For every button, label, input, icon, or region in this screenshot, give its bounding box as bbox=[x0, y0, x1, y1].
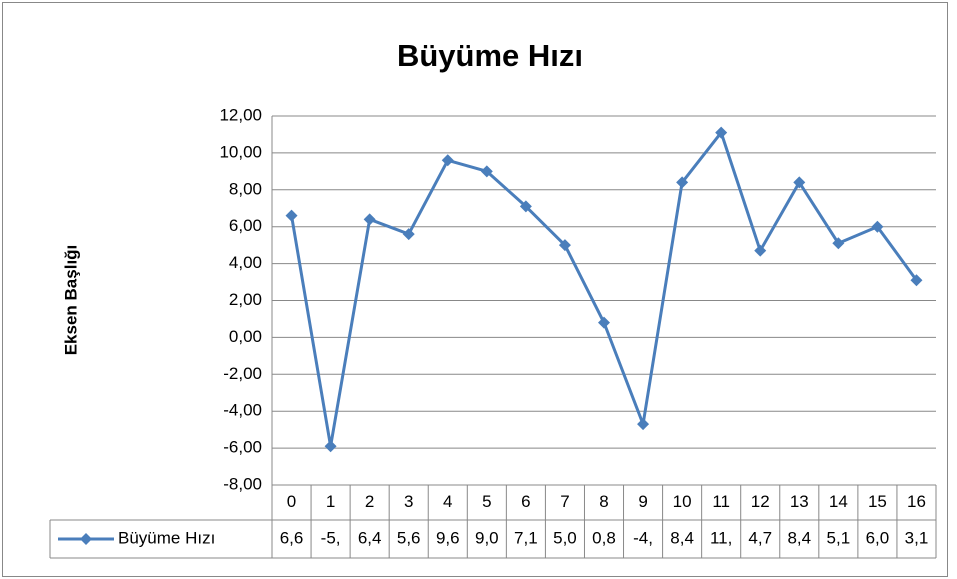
x-tick-label: 9 bbox=[638, 492, 647, 511]
data-point bbox=[285, 209, 298, 222]
data-point bbox=[676, 176, 689, 189]
data-point bbox=[480, 165, 493, 178]
y-tick-label: 4,00 bbox=[229, 253, 262, 272]
table-value: 5,1 bbox=[827, 528, 851, 547]
x-tick-label: 13 bbox=[790, 492, 809, 511]
table-value: 8,4 bbox=[670, 528, 694, 547]
y-tick-label: 6,00 bbox=[229, 216, 262, 235]
y-tick-label: -6,00 bbox=[223, 438, 262, 457]
table-value: -4, bbox=[633, 528, 653, 547]
data-point bbox=[754, 244, 767, 257]
y-tick-label: 0,00 bbox=[229, 327, 262, 346]
x-tick-label: 11 bbox=[712, 492, 730, 511]
table-value: 0,8 bbox=[592, 528, 616, 547]
table-value: -5, bbox=[321, 528, 341, 547]
x-tick-label: 16 bbox=[907, 492, 926, 511]
table-value: 5,6 bbox=[397, 528, 421, 547]
table-value: 5,0 bbox=[553, 528, 577, 547]
table-value: 6,6 bbox=[280, 528, 304, 547]
x-tick-label: 8 bbox=[599, 492, 608, 511]
x-tick-label: 5 bbox=[482, 492, 491, 511]
x-tick-label: 14 bbox=[829, 492, 848, 511]
legend-marker bbox=[80, 533, 92, 545]
table-value: 8,4 bbox=[787, 528, 811, 547]
table-value: 4,7 bbox=[748, 528, 772, 547]
y-tick-label: 12,00 bbox=[219, 105, 262, 124]
y-tick-label: 8,00 bbox=[229, 179, 262, 198]
data-point bbox=[598, 316, 610, 329]
x-tick-label: 1 bbox=[326, 492, 335, 511]
data-point bbox=[324, 440, 337, 453]
table-value: 6,4 bbox=[358, 528, 382, 547]
x-tick-label: 4 bbox=[443, 492, 452, 511]
x-tick-label: 6 bbox=[521, 492, 530, 511]
table-value: 9,0 bbox=[475, 528, 499, 547]
y-tick-label: 2,00 bbox=[229, 290, 262, 309]
legend-label: Büyüme Hızı bbox=[118, 528, 215, 547]
data-point bbox=[441, 154, 454, 167]
data-point bbox=[519, 200, 532, 213]
x-tick-label: 2 bbox=[365, 492, 374, 511]
data-point bbox=[363, 213, 376, 226]
data-point bbox=[558, 239, 571, 252]
table-value: 11, bbox=[710, 528, 732, 547]
data-point bbox=[402, 228, 415, 241]
data-point bbox=[910, 274, 923, 287]
x-tick-label: 0 bbox=[287, 492, 296, 511]
y-tick-label: 10,00 bbox=[219, 142, 262, 161]
data-point bbox=[871, 220, 884, 233]
x-tick-label: 3 bbox=[404, 492, 413, 511]
y-tick-label: -2,00 bbox=[223, 364, 262, 383]
y-tick-label: -8,00 bbox=[223, 474, 262, 493]
data-point bbox=[637, 418, 650, 431]
data-point bbox=[715, 126, 728, 139]
x-tick-label: 15 bbox=[868, 492, 887, 511]
x-tick-label: 12 bbox=[751, 492, 770, 511]
y-tick-label: -4,00 bbox=[223, 401, 262, 420]
y-axis-title: Eksen Başlığı bbox=[61, 245, 80, 356]
x-tick-label: 10 bbox=[673, 492, 692, 511]
table-value: 7,1 bbox=[514, 528, 538, 547]
chart-title: Büyüme Hızı bbox=[397, 38, 583, 73]
table-value: 3,1 bbox=[905, 528, 929, 547]
table-value: 6,0 bbox=[866, 528, 890, 547]
x-tick-label: 7 bbox=[560, 492, 569, 511]
table-value: 9,6 bbox=[436, 528, 460, 547]
data-point bbox=[793, 176, 806, 189]
data-point bbox=[832, 237, 845, 250]
